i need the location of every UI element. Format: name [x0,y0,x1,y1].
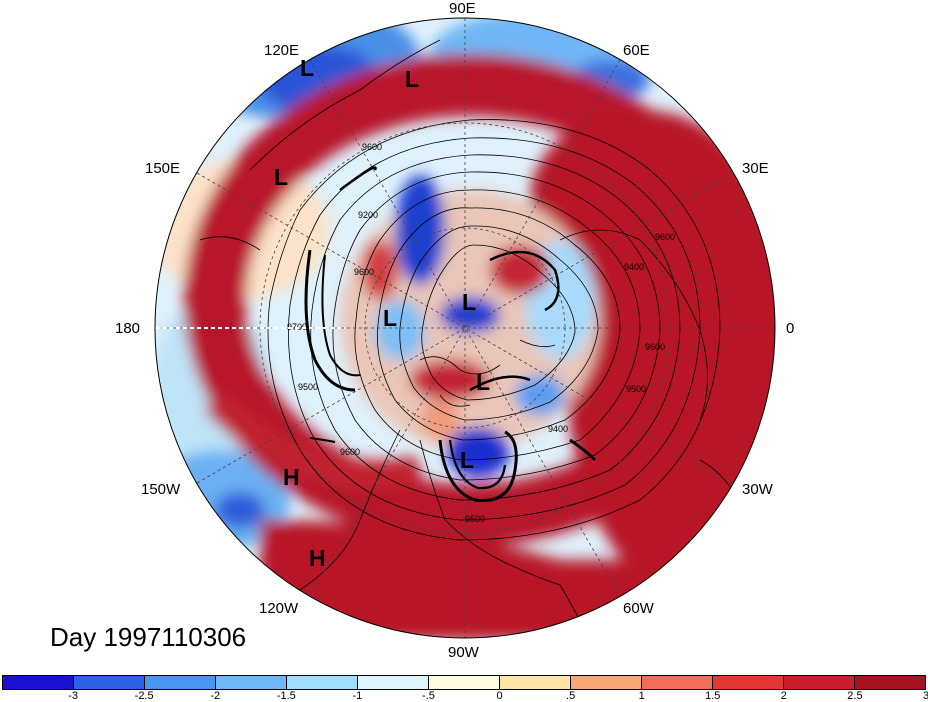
low-pressure-mark: L [300,57,314,80]
colorbar-tick-label: -2.5 [135,690,154,702]
colorbar-swatch [784,676,855,689]
high-pressure-mark: H [309,547,326,570]
colorbar-tick-label: 1.5 [705,690,720,702]
lon-label-120w: 120W [259,601,298,616]
colorbar-swatch [216,676,287,689]
contour-label: 9400 [548,424,568,434]
colorbar-tick-label: -1 [352,690,362,702]
lon-label-30w: 30W [742,482,773,497]
high-pressure-mark: H [283,466,300,489]
contour-label: 9600 [655,232,675,242]
contour-label: 9600 [354,267,374,277]
colorbar-tick-label: -1.5 [277,690,296,702]
low-pressure-mark: L [383,307,397,330]
colorbar-swatch [429,676,500,689]
contour-label: 9200 [358,210,378,220]
low-pressure-mark: L [462,291,476,314]
colorbar [2,675,926,690]
low-pressure-mark: L [460,449,474,472]
lon-label-150e: 150E [145,161,180,176]
lon-label-90w: 90W [448,645,479,660]
contour-label: 9400 [624,262,644,272]
colorbar-swatch [855,676,925,689]
colorbar-swatch [500,676,571,689]
colorbar-tick-label: -2 [210,690,220,702]
lon-label-150w: 150W [141,482,180,497]
colorbar-swatch [642,676,713,689]
colorbar-swatch [571,676,642,689]
lon-label-180: 180 [115,321,140,336]
contour-label: 9500 [298,382,318,392]
colorbar-swatch [713,676,784,689]
contour-label: 9600 [645,342,665,352]
lon-label-60e: 60E [623,43,650,58]
colorbar-tick-label: .5 [566,690,575,702]
anomaly-field: 9600 9700 9200 9600 9600 9500 9400 9600 … [150,0,795,640]
lon-label-0: 0 [786,321,794,336]
contour-label: 9600 [362,142,382,152]
low-pressure-mark: L [274,166,288,189]
colorbar-tick-label: -3 [68,690,78,702]
lon-label-60w: 60W [623,601,654,616]
contour-label: 9600 [340,447,360,457]
colorbar-swatch [3,676,74,689]
colorbar-tick-label: 2 [781,690,787,702]
low-pressure-mark: L [405,68,419,91]
colorbar-tick-label: -.5 [422,690,435,702]
colorbar-swatch [74,676,145,689]
contour-label: 9500 [626,384,646,394]
colorbar-swatch [145,676,216,689]
lon-label-30e: 30E [742,161,769,176]
date-label: Day 1997110306 [50,622,246,653]
colorbar-tick-label: 0 [496,690,502,702]
contour-label: 9500 [465,514,485,524]
lon-label-120e: 120E [264,43,299,58]
colorbar-swatch [358,676,429,689]
colorbar-swatch [287,676,358,689]
colorbar-tick-label: 2.5 [847,690,862,702]
low-pressure-mark: L [476,371,490,394]
colorbar-tick-label: 1 [639,690,645,702]
lon-label-90e: 90E [449,1,476,16]
colorbar-tick-label: 3 [923,690,928,702]
